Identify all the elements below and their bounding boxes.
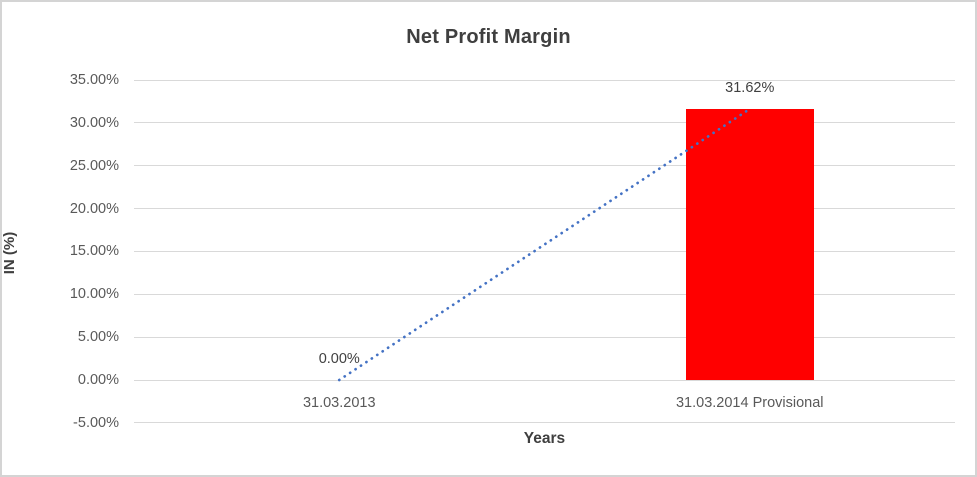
category-label: 31.03.2014 Provisional [675,395,824,411]
gridline [134,165,955,167]
category-label: 31.03.2013 [302,395,376,411]
y-tick-label: 25.00% [69,157,119,174]
y-tick-label: 20.00% [69,200,119,217]
x-axis-title: Years [523,430,566,447]
gridline [134,208,955,210]
y-tick-label: 15.00% [69,243,119,260]
data-label: 0.00% [318,351,360,367]
y-tick-label: -5.00% [73,414,119,431]
gridline [134,293,955,295]
gridline [134,122,955,124]
gridline [134,336,955,338]
gridline [134,379,955,381]
gridline [134,422,955,424]
y-tick-label: 35.00% [69,72,119,88]
y-tick-label: 5.00% [77,329,119,346]
data-label: 31.62% [725,79,775,96]
gridline [134,250,955,252]
y-tick-label: 10.00% [69,286,119,303]
gridline [134,79,955,81]
bar-net-profit-margin [685,108,814,380]
chart-title: Net Profit Margin [406,26,571,48]
y-tick-label: 0.00% [77,372,119,388]
y-tick-label: 30.00% [69,114,119,131]
